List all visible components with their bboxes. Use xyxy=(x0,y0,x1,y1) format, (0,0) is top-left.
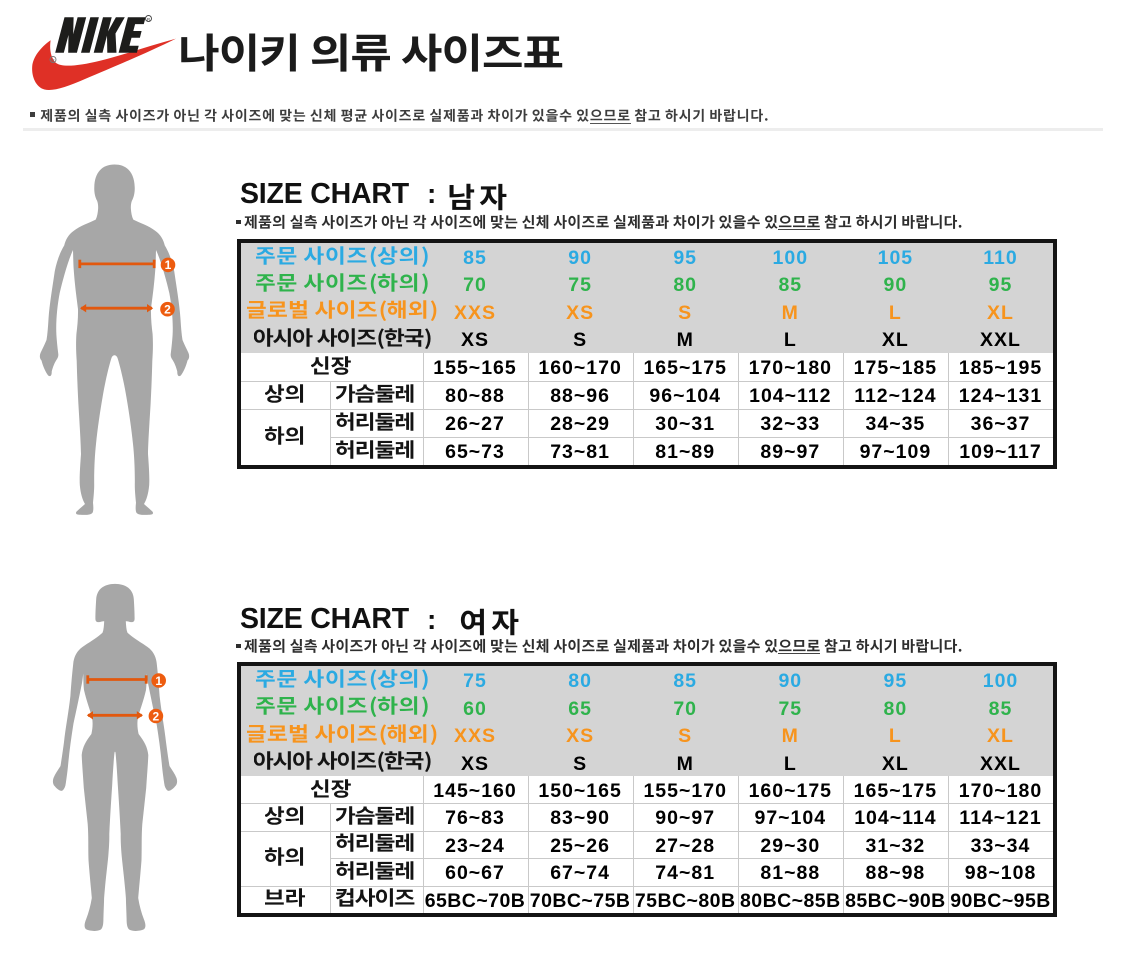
svg-text:1: 1 xyxy=(165,258,172,272)
svg-text:R: R xyxy=(147,17,151,22)
svg-text:R: R xyxy=(51,58,55,63)
svg-text:1: 1 xyxy=(155,674,162,688)
svg-text:2: 2 xyxy=(153,709,160,723)
svg-text:2: 2 xyxy=(164,303,171,317)
